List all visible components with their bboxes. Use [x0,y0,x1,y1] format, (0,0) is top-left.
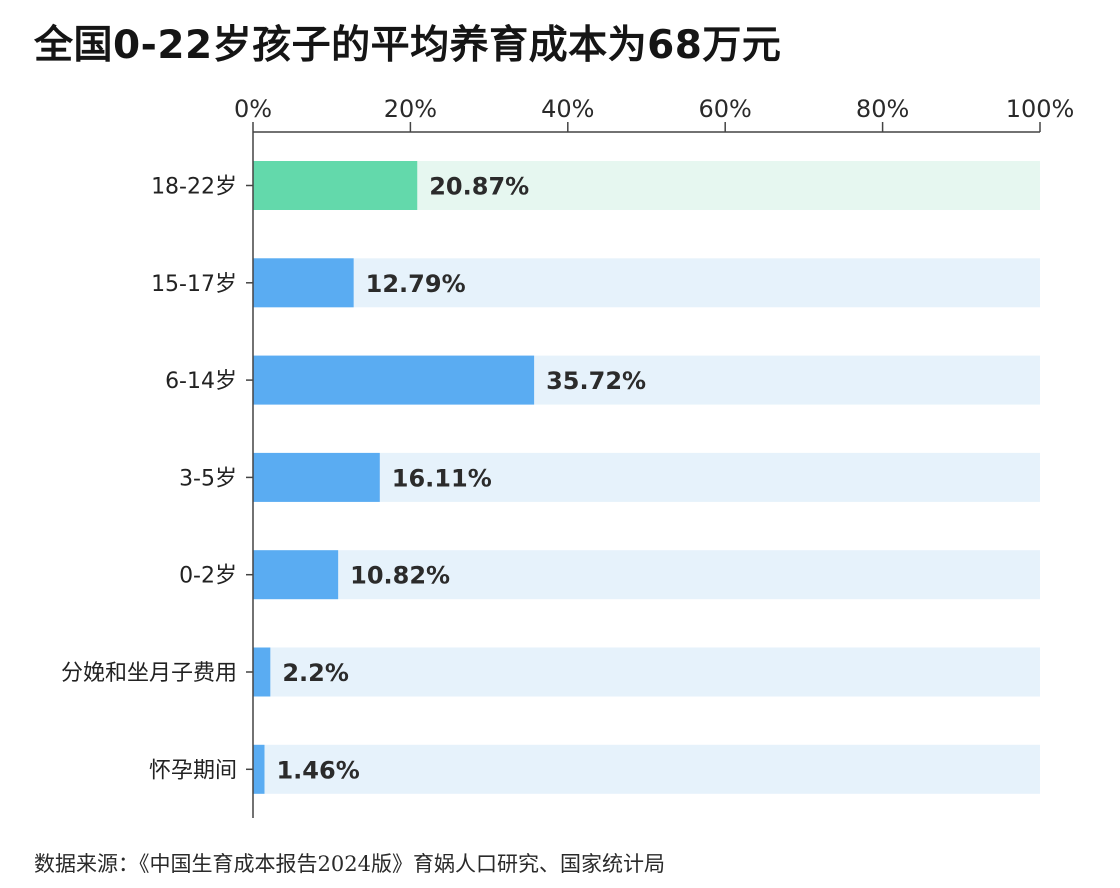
bars [253,161,535,794]
bar-track [253,550,1040,600]
x-tick-label: 100% [1006,95,1075,123]
category-label: 18-22岁 [151,175,237,200]
data-label: 20.87% [429,173,529,201]
x-tick-label: 80% [856,95,909,123]
x-tick-label: 40% [541,95,594,123]
category-label: 15-17岁 [151,272,237,297]
data-label: 35.72% [546,367,646,395]
bar [253,550,339,600]
bar [253,647,271,697]
bar-track [253,744,1040,794]
x-tick-label: 20% [384,95,437,123]
bar-track [253,258,1040,308]
data-source-note: 数据来源：《中国生育成本报告2024版》育娲人口研究、国家统计局 [34,852,665,876]
bar [253,258,354,308]
data-label: 2.2% [282,659,349,687]
bar-tracks [253,161,1040,794]
bar [253,355,535,405]
category-label: 怀孕期间 [149,758,237,783]
labels: 18-22岁 20.87% 15-17岁 12.79% 6-14岁 35.72% 3-5岁 1… [61,173,646,785]
data-label: 1.46% [276,756,359,784]
bar-track [253,452,1040,502]
category-label: 0-2岁 [179,564,237,589]
data-label: 10.82% [350,562,450,590]
x-tick-label: 0% [234,95,272,123]
bar [253,161,418,210]
data-label: 12.79% [366,270,466,298]
category-label: 分娩和坐月子费用 [61,661,237,686]
x-axis: 0% 20% 40% 60% 80% 100% [234,95,1074,818]
x-tick-label: 60% [699,95,752,123]
bar [253,744,265,794]
bar-track [253,647,1040,697]
chart-title: 全国0-22岁孩子的平均养育成本为68万元 [34,23,782,68]
data-label: 16.11% [392,464,492,492]
bar [253,452,380,502]
category-label: 6-14岁 [165,369,237,394]
category-label: 3-5岁 [179,466,237,491]
